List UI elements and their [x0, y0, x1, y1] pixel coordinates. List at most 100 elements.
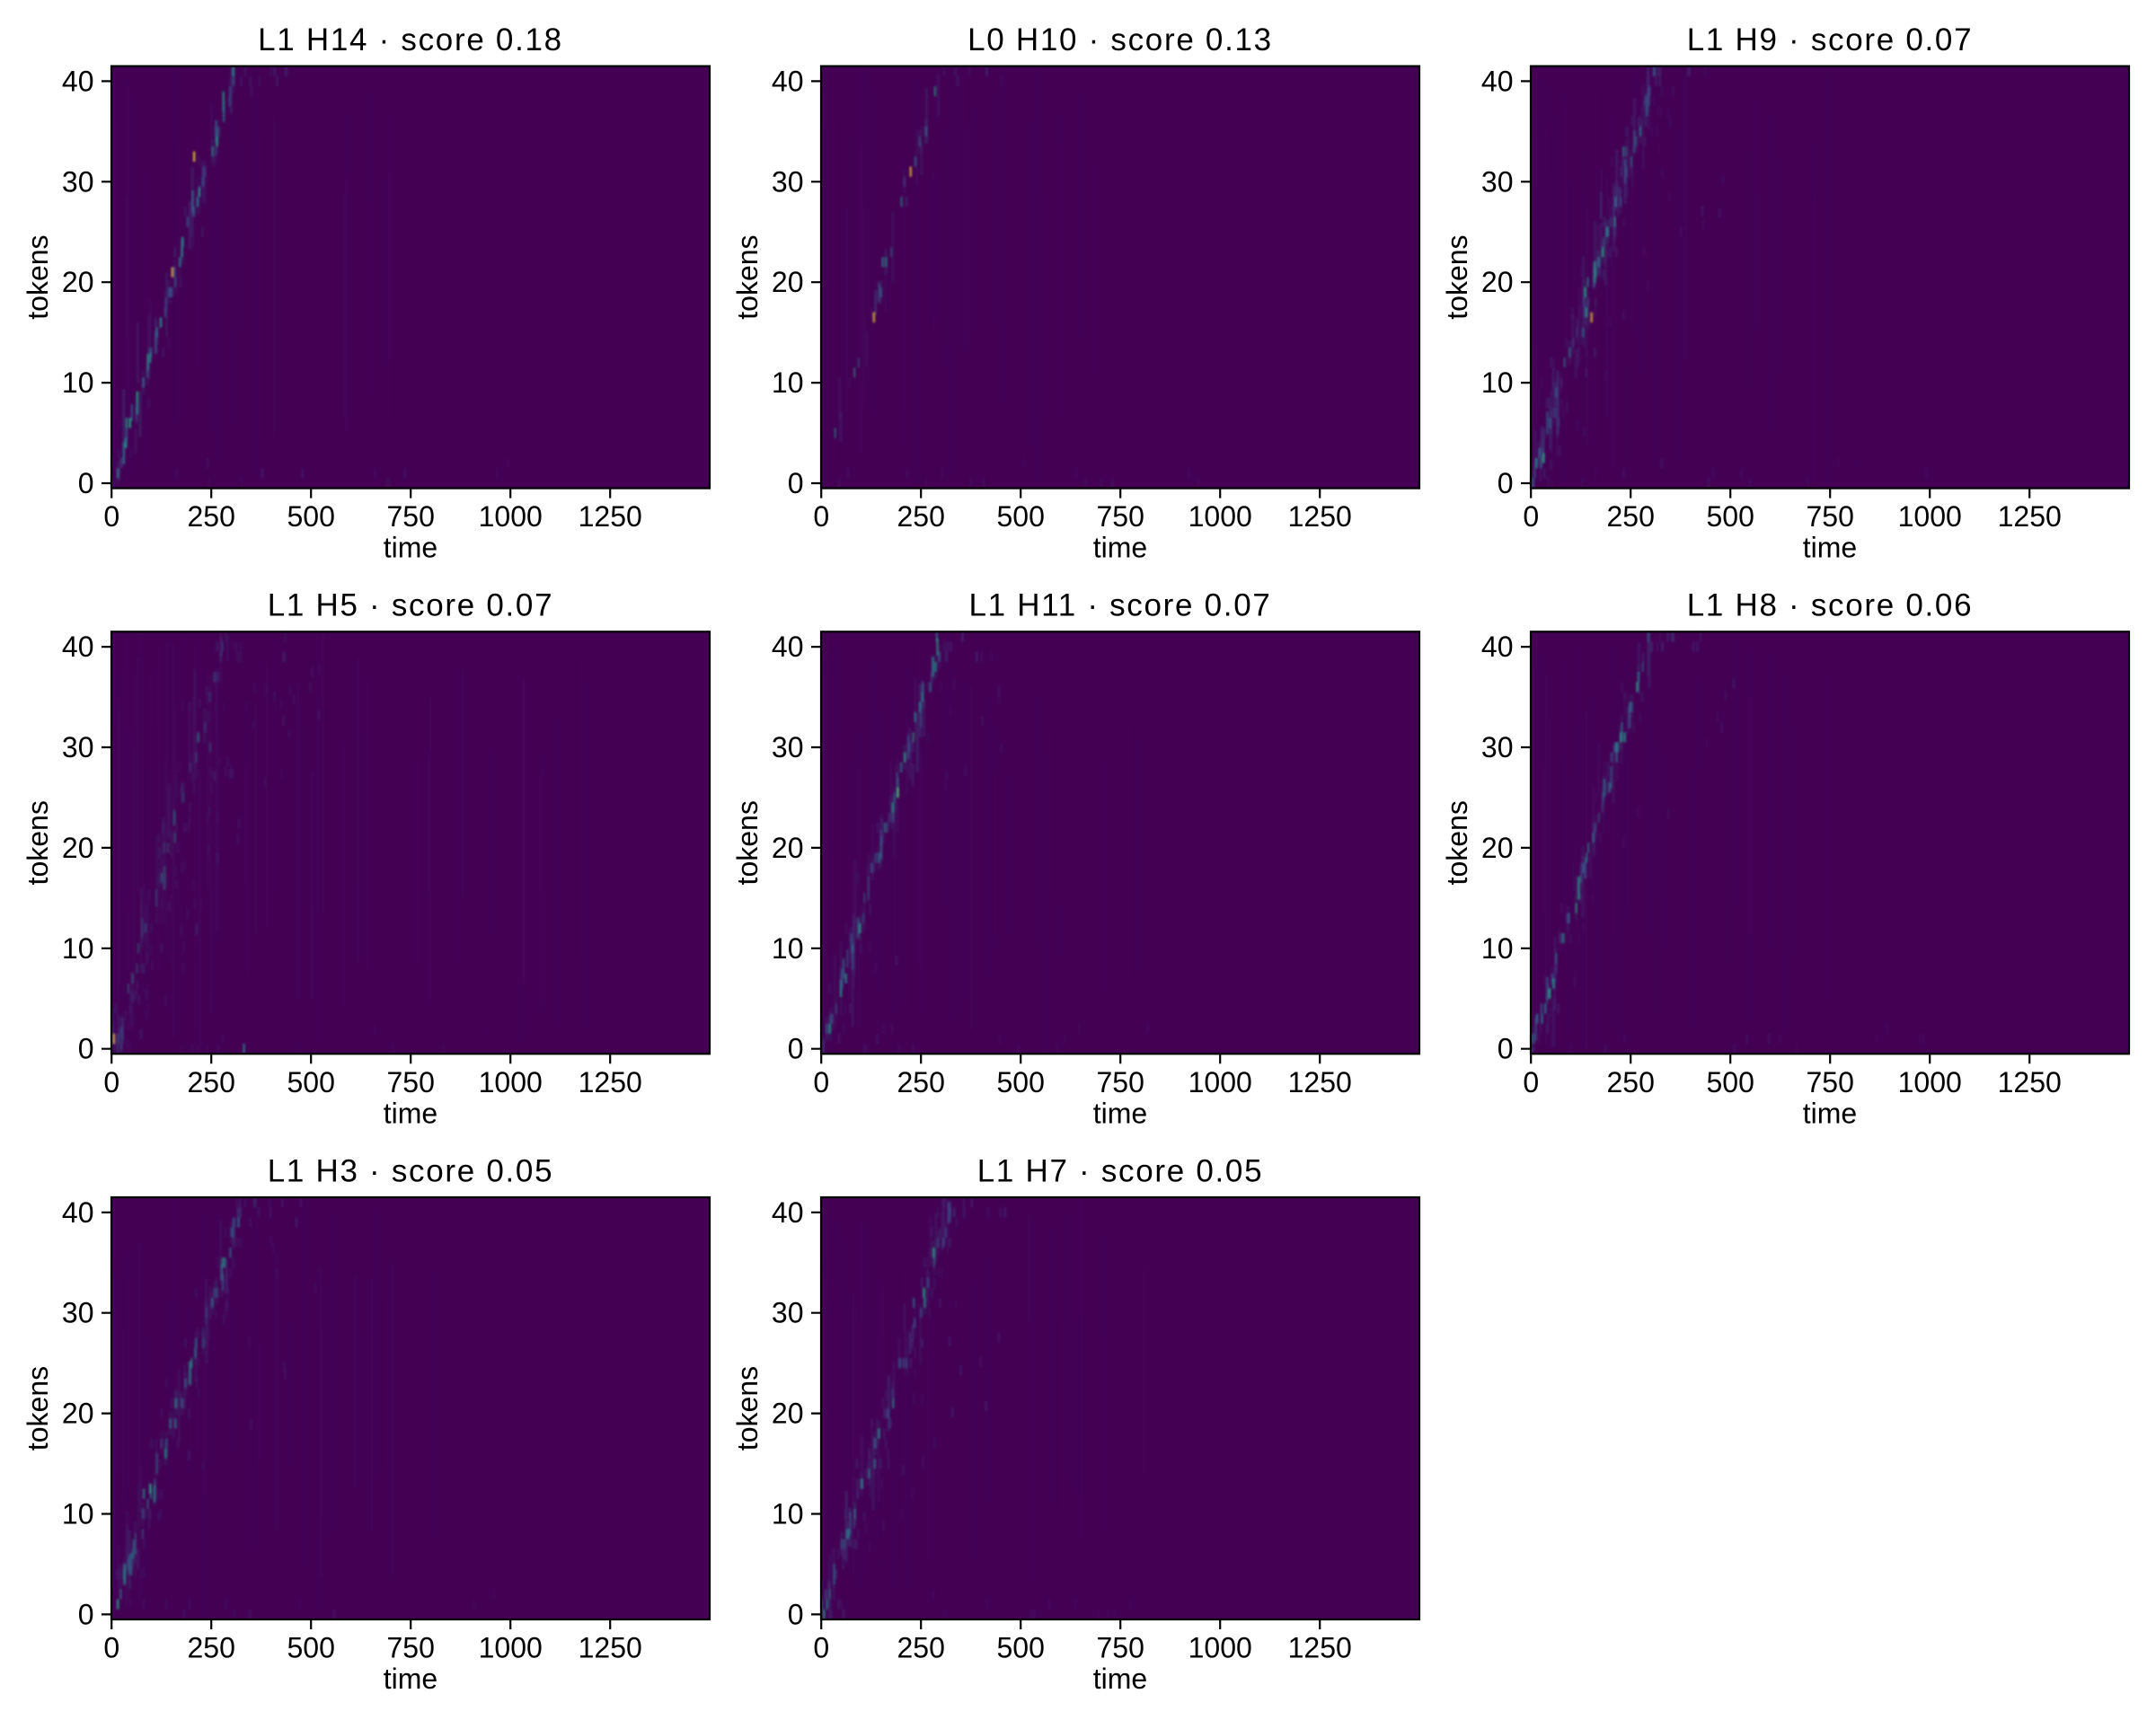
- svg-text:tokens: tokens: [1441, 800, 1473, 885]
- svg-text:750: 750: [1807, 500, 1854, 533]
- svg-text:time: time: [384, 532, 437, 564]
- svg-text:500: 500: [287, 1632, 335, 1664]
- svg-text:time: time: [1093, 1097, 1147, 1129]
- svg-text:0: 0: [1523, 1066, 1539, 1098]
- svg-text:0: 0: [788, 1033, 804, 1065]
- svg-text:1000: 1000: [1898, 1066, 1962, 1098]
- svg-text:L1 H7 · score 0.05: L1 H7 · score 0.05: [977, 1153, 1264, 1188]
- svg-text:250: 250: [188, 1632, 235, 1664]
- svg-text:0: 0: [813, 1632, 829, 1664]
- svg-text:L1 H14 · score 0.18: L1 H14 · score 0.18: [258, 22, 563, 57]
- svg-text:L1 H11 · score 0.07: L1 H11 · score 0.07: [968, 588, 1271, 623]
- svg-text:1000: 1000: [1188, 1066, 1252, 1098]
- svg-text:250: 250: [897, 500, 945, 533]
- svg-text:750: 750: [1097, 500, 1144, 533]
- svg-text:L1 H9 · score 0.07: L1 H9 · score 0.07: [1687, 22, 1974, 57]
- svg-text:30: 30: [62, 165, 94, 198]
- svg-text:500: 500: [997, 1066, 1045, 1098]
- svg-text:1250: 1250: [1998, 500, 2062, 533]
- svg-text:1000: 1000: [1188, 500, 1252, 533]
- svg-text:20: 20: [1481, 266, 1514, 298]
- svg-text:40: 40: [1481, 65, 1514, 97]
- svg-text:750: 750: [387, 500, 435, 533]
- svg-text:30: 30: [62, 1297, 94, 1329]
- svg-text:0: 0: [788, 1598, 804, 1630]
- svg-text:500: 500: [1707, 500, 1754, 533]
- svg-text:250: 250: [188, 500, 235, 533]
- svg-text:0: 0: [813, 500, 829, 533]
- svg-text:20: 20: [772, 832, 804, 864]
- svg-text:1250: 1250: [579, 1066, 642, 1098]
- svg-text:30: 30: [772, 731, 804, 763]
- svg-text:tokens: tokens: [22, 800, 54, 885]
- svg-text:40: 40: [772, 65, 804, 97]
- svg-text:1250: 1250: [579, 500, 642, 533]
- svg-text:10: 10: [62, 366, 94, 399]
- svg-text:tokens: tokens: [731, 234, 764, 319]
- svg-text:0: 0: [788, 467, 804, 499]
- svg-text:40: 40: [1481, 631, 1514, 663]
- svg-text:1000: 1000: [1898, 500, 1962, 533]
- svg-text:L1 H3 · score 0.05: L1 H3 · score 0.05: [268, 1153, 554, 1188]
- svg-text:time: time: [1093, 1663, 1147, 1695]
- svg-text:time: time: [384, 1097, 437, 1129]
- svg-text:250: 250: [1607, 500, 1655, 533]
- svg-text:750: 750: [1807, 1066, 1854, 1098]
- svg-text:40: 40: [772, 1196, 804, 1229]
- svg-text:10: 10: [62, 1498, 94, 1531]
- svg-text:1250: 1250: [1288, 1066, 1352, 1098]
- svg-text:500: 500: [287, 500, 335, 533]
- svg-text:1000: 1000: [479, 1066, 543, 1098]
- svg-text:tokens: tokens: [22, 1366, 54, 1451]
- svg-text:40: 40: [62, 631, 94, 663]
- svg-text:L0 H10 · score 0.13: L0 H10 · score 0.13: [968, 22, 1273, 57]
- svg-text:10: 10: [1481, 932, 1514, 965]
- svg-text:250: 250: [1607, 1066, 1655, 1098]
- svg-text:0: 0: [78, 1598, 94, 1630]
- svg-text:40: 40: [772, 631, 804, 663]
- svg-text:10: 10: [62, 932, 94, 965]
- svg-text:1000: 1000: [1188, 1632, 1252, 1664]
- svg-text:1250: 1250: [1288, 500, 1352, 533]
- svg-text:20: 20: [1481, 832, 1514, 864]
- svg-text:time: time: [1803, 1097, 1857, 1129]
- svg-text:20: 20: [62, 1398, 94, 1430]
- svg-text:1000: 1000: [479, 1632, 543, 1664]
- svg-text:10: 10: [1481, 366, 1514, 399]
- svg-text:20: 20: [62, 832, 94, 864]
- svg-text:1250: 1250: [1998, 1066, 2062, 1098]
- svg-text:0: 0: [78, 467, 94, 499]
- svg-text:30: 30: [1481, 731, 1514, 763]
- svg-text:30: 30: [772, 1297, 804, 1329]
- svg-text:time: time: [384, 1663, 437, 1695]
- svg-text:40: 40: [62, 65, 94, 97]
- svg-text:30: 30: [1481, 165, 1514, 198]
- svg-text:500: 500: [997, 500, 1045, 533]
- svg-text:750: 750: [387, 1632, 435, 1664]
- svg-text:L1 H5 · score 0.07: L1 H5 · score 0.07: [268, 588, 554, 623]
- svg-text:tokens: tokens: [731, 1366, 764, 1451]
- svg-text:500: 500: [287, 1066, 335, 1098]
- svg-text:250: 250: [897, 1632, 945, 1664]
- svg-text:time: time: [1803, 532, 1857, 564]
- svg-text:10: 10: [772, 932, 804, 965]
- svg-text:250: 250: [188, 1066, 235, 1098]
- svg-text:time: time: [1093, 532, 1147, 564]
- svg-text:20: 20: [772, 266, 804, 298]
- svg-text:30: 30: [62, 731, 94, 763]
- svg-text:10: 10: [772, 1498, 804, 1531]
- svg-text:0: 0: [1498, 467, 1514, 499]
- svg-text:750: 750: [1097, 1066, 1144, 1098]
- svg-text:L1 H8 · score 0.06: L1 H8 · score 0.06: [1687, 588, 1974, 623]
- svg-text:tokens: tokens: [731, 800, 764, 885]
- svg-text:30: 30: [772, 165, 804, 198]
- svg-text:10: 10: [772, 366, 804, 399]
- svg-text:20: 20: [772, 1398, 804, 1430]
- svg-text:500: 500: [1707, 1066, 1754, 1098]
- svg-text:1250: 1250: [579, 1632, 642, 1664]
- svg-text:250: 250: [897, 1066, 945, 1098]
- svg-text:750: 750: [387, 1066, 435, 1098]
- svg-text:0: 0: [813, 1066, 829, 1098]
- svg-text:tokens: tokens: [22, 234, 54, 319]
- svg-text:0: 0: [1523, 500, 1539, 533]
